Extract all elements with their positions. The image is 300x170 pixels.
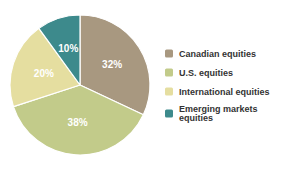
svg-text:International equities: International equities [179, 87, 270, 97]
svg-text:38%: 38% [68, 117, 88, 128]
svg-text:32%: 32% [102, 59, 122, 70]
svg-text:20%: 20% [34, 68, 54, 79]
svg-text:equities: equities [179, 113, 213, 123]
svg-text:Canadian equities: Canadian equities [179, 49, 256, 59]
svg-text:10%: 10% [58, 43, 78, 54]
svg-text:Emerging markets: Emerging markets [179, 104, 258, 114]
svg-text:U.S. equities: U.S. equities [179, 68, 233, 78]
